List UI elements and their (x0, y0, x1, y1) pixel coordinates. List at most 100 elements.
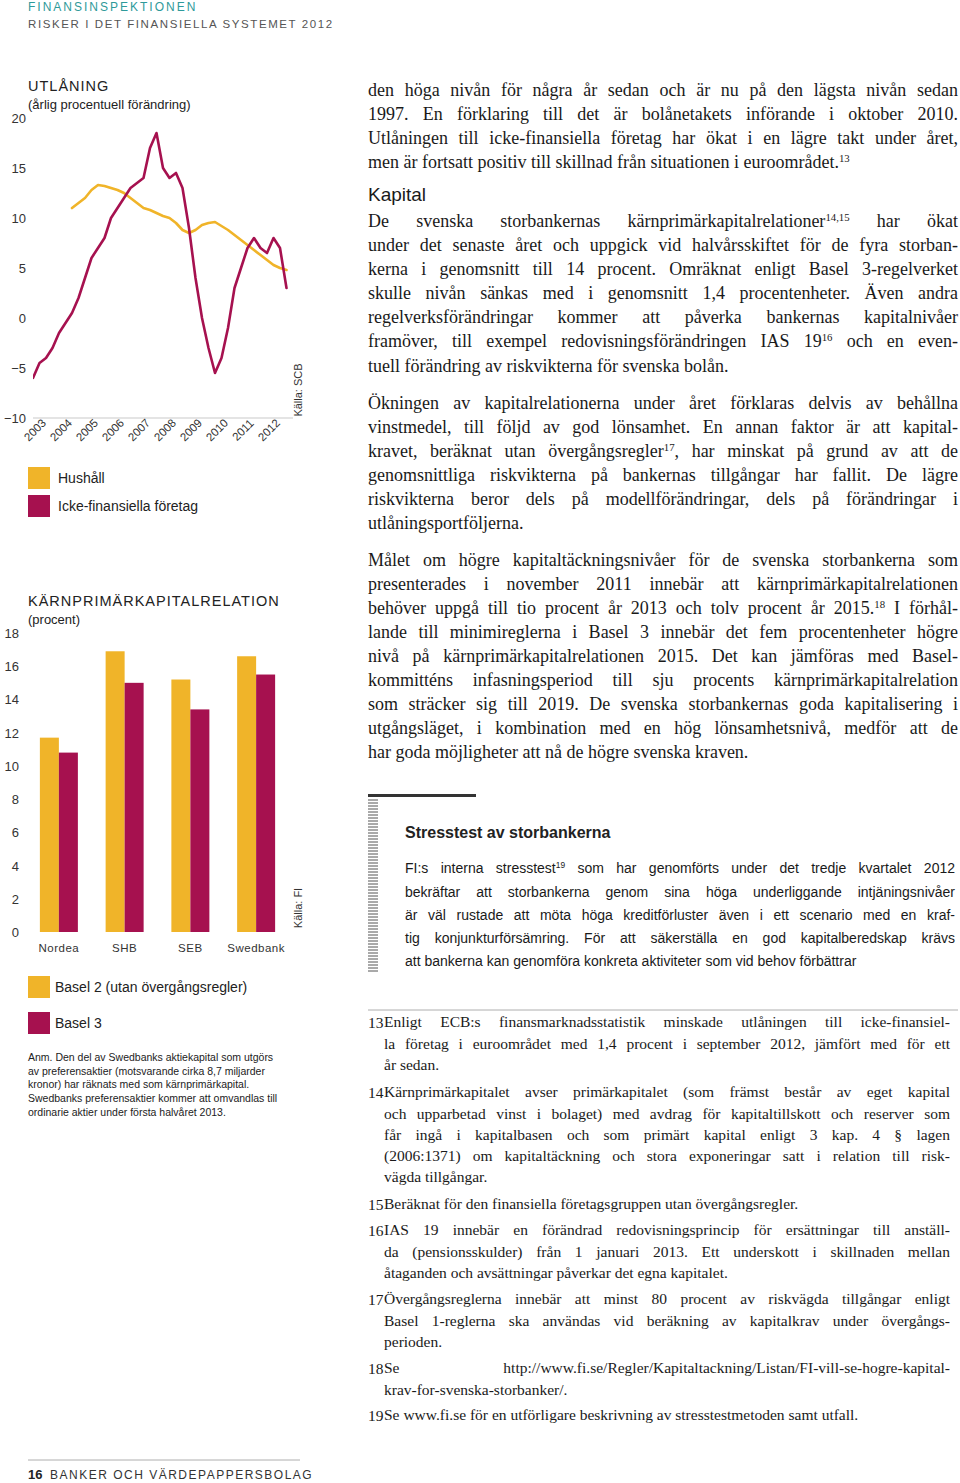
box-hatch (368, 899, 378, 900)
body-line: behöver uppgå till tio procent år 2013 o… (368, 598, 958, 622)
y-tick-label: 12 (5, 726, 19, 741)
legend-label: Hushåll (58, 470, 105, 486)
body-line: presenterades i november 2011 innebär at… (368, 574, 958, 598)
box-hatch (368, 908, 378, 909)
header-title: RISKER I DET FINANSIELLA SYSTEMET 2012 (28, 18, 334, 30)
footnote-line: Beräknat för den finansiella företagsgru… (384, 1195, 950, 1216)
box-hatch (368, 851, 378, 852)
body-line: genomsnittliga riskvikterna på bankernas… (368, 465, 958, 489)
footnote-line: Se http://www.fi.se/Regler/Kapitaltackni… (384, 1359, 950, 1380)
box-hatch (368, 965, 378, 966)
text-run: kravet, beräknat utan övergångsregler (368, 441, 664, 461)
box-hatch (368, 824, 378, 825)
box-hatch (368, 815, 378, 816)
x-tick-label: 2008 (152, 417, 179, 444)
y-tick-label: −5 (11, 361, 26, 376)
body-line: regelverksförändringar kommer att påverk… (368, 307, 958, 331)
body-line: har goda möjligheter att nå de högre sve… (368, 742, 958, 766)
box-hatch (368, 926, 378, 927)
legend-swatch (28, 495, 50, 517)
body-line: framöver, till exempel redovisningsförän… (368, 331, 958, 355)
box-hatch (368, 803, 378, 804)
footnote-line: Basel 1-reglerna ska användas vid beräkn… (384, 1312, 950, 1333)
bar (171, 680, 190, 932)
box-hatch (368, 869, 378, 870)
box-hatch (368, 971, 378, 972)
footnote-line: la företag i euroområdet med 1,4 procent… (384, 1035, 950, 1056)
text-run: FI:s interna stresstest (405, 860, 556, 876)
box-hatch (368, 875, 378, 876)
body-line: skulle nivån sänkas med i genomsnitt 1,4… (368, 283, 958, 307)
footnote-ref: 14,15 (825, 211, 849, 223)
y-tick-label: 15 (12, 161, 26, 176)
bar (106, 651, 125, 932)
x-tick-label: 2006 (100, 417, 127, 444)
body-line: den höga nivån för några år sedan och är… (368, 80, 958, 104)
bar (190, 709, 209, 932)
box-title: Stresstest av storbankerna (405, 824, 611, 841)
box-hatch (368, 935, 378, 936)
footnote-number: 13 (368, 1014, 384, 1032)
x-tick-label: 2005 (74, 417, 101, 444)
x-axis-line (33, 418, 293, 419)
footnote-line: år sedan. (384, 1056, 950, 1077)
box-hatch (368, 833, 378, 834)
box-hatch (368, 902, 378, 903)
x-tick-label: 2011 (230, 417, 256, 443)
footnote-line: får ingå i kapitalbasen och som primärt … (384, 1126, 950, 1147)
footnote-line: Kärnprimärkapitalet avser primärkapitale… (384, 1083, 950, 1104)
box-hatch (368, 938, 378, 939)
body-line: men är fortsatt positiv till skillnad fr… (368, 152, 958, 176)
footnote-number: 14 (368, 1084, 384, 1102)
series-line (33, 133, 287, 378)
box-hatch (368, 953, 378, 954)
body-line: nivå på kärnprimärkapitalrelationen 2015… (368, 646, 958, 670)
text-run: behöver uppgå till tio procent år 2013 o… (368, 598, 874, 618)
y-tick-label: 16 (5, 659, 19, 674)
box-hatch (368, 887, 378, 888)
footnote-line: Övergångsreglerna innebär att minst 80 p… (384, 1290, 950, 1311)
y-tick-label: 10 (5, 759, 19, 774)
chart-note: Anm. Den del av Swedbanks aktiekapital s… (28, 1051, 273, 1063)
y-tick-label: 0 (19, 311, 26, 326)
bar (237, 656, 256, 932)
y-tick-label: 14 (5, 692, 19, 707)
y-tick-label: 10 (12, 211, 26, 226)
box-line: tig konjunkturförsämring. För att säkers… (405, 930, 955, 953)
text-run: framöver, till exempel redovisningsförän… (368, 331, 822, 351)
body-line: kravet, beräknat utan övergångsregler17,… (368, 441, 958, 465)
text-run: som har genomförts under det tredje kvar… (565, 860, 955, 876)
box-hatch (368, 872, 378, 873)
box-hatch (368, 827, 378, 828)
x-tick-label: 2009 (178, 417, 205, 444)
box-hatch (368, 905, 378, 906)
body-line: Ökningen av kapitalrelationerna under år… (368, 393, 958, 417)
box-hatch (368, 860, 378, 861)
x-tick-label: SHB (112, 942, 137, 954)
x-tick-label: 2007 (126, 417, 153, 444)
box-hatch (368, 839, 378, 840)
y-tick-label: 6 (12, 825, 19, 840)
box-hatch (368, 821, 378, 822)
body-line: utgångsläget, i kombination med en hög l… (368, 718, 958, 742)
x-tick-label: SEB (178, 942, 203, 954)
footnote-line: IAS 19 innebär en förändrad redovisnings… (384, 1221, 950, 1242)
footnote-number: 16 (368, 1222, 384, 1240)
body-line: Utlåningen till icke-finansiella företag… (368, 128, 958, 152)
body-line: kerna i genomsnitt till 14 procent. Omrä… (368, 259, 958, 283)
y-tick-label: −10 (4, 411, 26, 426)
legend-swatch (28, 467, 50, 489)
footnote-number: 19 (368, 1407, 384, 1425)
chart: KÄRNPRIMÄRKAPITALRELATION(procent)024681… (5, 593, 304, 1118)
box-hatch (368, 893, 378, 894)
box-line: är väl rustade att möta höga kreditförlu… (405, 907, 955, 930)
chart-note: kronor) har räknats med som kärnprimärka… (28, 1078, 249, 1090)
box-hatch (368, 929, 378, 930)
box-hatch (368, 848, 378, 849)
footer-section: BANKER OCH VÄRDEPAPPERSBOLAG (50, 1468, 313, 1482)
footnote-line: och upparbetad vinst i bolaget) med avdr… (384, 1105, 950, 1126)
x-tick-label: 2012 (256, 417, 283, 444)
footnote-line: Enligt ECB:s finansmarknadsstatistik min… (384, 1013, 950, 1034)
body-line: som sträcker sig till 2019. De svenska s… (368, 694, 958, 718)
text-run: De svenska storbankernas kärnprimärkapit… (368, 211, 825, 231)
